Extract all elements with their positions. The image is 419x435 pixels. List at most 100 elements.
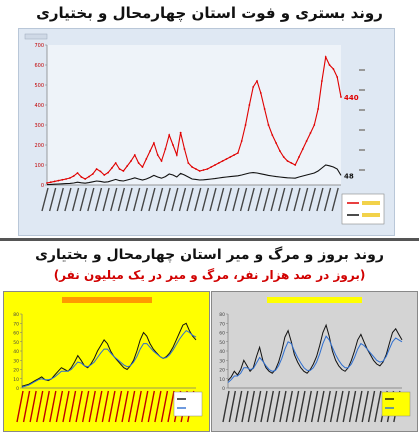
x-tick-label <box>291 390 300 423</box>
data-point <box>279 150 281 152</box>
data-point <box>313 124 316 126</box>
y-tick-label: 40 <box>13 349 19 355</box>
x-tick-label <box>49 390 57 423</box>
legend-entry <box>362 201 380 205</box>
data-point <box>126 165 129 167</box>
x-tick-label <box>367 390 376 423</box>
plot-area <box>228 314 402 388</box>
y-tick-label: 0 <box>222 386 225 392</box>
x-tick-label <box>308 187 316 212</box>
y-tick-label: 40 <box>219 349 225 355</box>
x-tick-label <box>224 187 232 212</box>
x-tick-label <box>81 390 90 423</box>
x-tick-label <box>304 390 312 423</box>
x-tick-label <box>222 390 230 423</box>
x-tick-label <box>272 390 281 423</box>
data-point <box>141 166 144 168</box>
x-tick-label <box>374 390 382 423</box>
y-tick-label: 30 <box>13 358 19 364</box>
data-point <box>290 162 293 164</box>
hospitalization-death-chart: 0 100 200 300 400 500 600 700 440 48 <box>24 33 385 225</box>
x-tick-label <box>239 187 248 212</box>
x-tick-label <box>285 390 293 423</box>
data-point <box>225 158 228 160</box>
data-point <box>49 181 52 184</box>
x-tick-label <box>255 187 263 212</box>
data-point <box>271 134 274 136</box>
data-point <box>118 168 121 170</box>
y-tick-label: 50 <box>13 340 19 346</box>
data-point <box>183 148 186 150</box>
y-tick-label: 500 <box>34 83 44 89</box>
data-point <box>168 134 171 136</box>
x-tick-label <box>342 390 350 423</box>
y-tick-label: 60 <box>219 331 225 337</box>
data-point <box>263 108 266 110</box>
x-tick-label <box>247 187 255 212</box>
data-point <box>217 162 220 164</box>
x-tick-label <box>171 187 179 212</box>
x-tick-label <box>279 390 287 423</box>
data-point <box>53 180 56 183</box>
x-tick-label <box>329 390 338 423</box>
legend <box>173 391 203 417</box>
secondary-axis-tick <box>359 89 365 91</box>
plot-area <box>47 45 341 185</box>
chart-header-stub <box>267 297 362 303</box>
x-tick-label <box>300 187 309 212</box>
x-tick-label <box>241 390 249 423</box>
data-point <box>69 177 71 179</box>
data-point <box>321 80 323 82</box>
y-tick-label: 0 <box>41 183 44 189</box>
x-tick-label <box>361 390 369 423</box>
data-point <box>172 144 174 146</box>
data-point <box>153 142 155 144</box>
y-tick-label: 10 <box>219 377 225 383</box>
x-tick-label <box>331 187 339 212</box>
data-point <box>133 154 136 156</box>
x-tick-label <box>110 187 118 212</box>
data-point <box>198 170 201 172</box>
data-point <box>267 124 270 126</box>
data-point <box>111 167 113 169</box>
data-point <box>88 175 90 178</box>
data-point <box>107 171 109 174</box>
x-tick-label <box>234 390 243 423</box>
data-point <box>195 168 197 170</box>
x-tick-label <box>186 187 194 212</box>
end-value-label: 440 <box>344 94 359 102</box>
data-point <box>324 56 327 58</box>
data-point <box>95 168 98 170</box>
y-tick-label: 50 <box>219 340 225 346</box>
data-point <box>145 158 148 160</box>
data-point <box>259 92 262 94</box>
data-point <box>179 131 182 134</box>
x-tick-label <box>285 187 294 212</box>
x-tick-label <box>22 390 31 423</box>
incidence-chart-panel-right: 0 10 20 30 40 50 60 70 80 <box>211 291 418 432</box>
x-tick-label <box>114 390 123 423</box>
incidence-chart-left: 0 10 20 30 40 50 60 70 80 <box>13 297 203 423</box>
y-tick-label: 300 <box>34 123 44 129</box>
data-point <box>61 178 64 181</box>
y-tick-label: 10 <box>13 377 19 383</box>
incidence-chart-panel-left: 0 10 20 30 40 50 60 70 80 <box>3 291 210 432</box>
legend-box <box>341 193 385 225</box>
chart-subtitle-bottom: (بروز در صد هزار نفر، مرگ و میر در یک می… <box>53 268 366 282</box>
data-point <box>175 154 178 156</box>
data-point <box>99 170 102 173</box>
x-tick-label <box>56 187 64 212</box>
chart-title-bottom: روند بروز و مرگ و میر استان چهارمحال و ب… <box>35 247 384 263</box>
data-point <box>103 174 106 176</box>
x-tick-label <box>125 187 133 212</box>
x-tick-label <box>79 187 87 212</box>
x-tick-label <box>140 187 148 212</box>
x-tick-label <box>68 390 77 423</box>
data-point <box>221 160 224 162</box>
data-point <box>214 164 216 166</box>
data-point <box>244 124 247 126</box>
x-tick-label <box>355 390 363 423</box>
x-tick-label <box>228 390 237 423</box>
secondary-axis-tick <box>359 69 365 71</box>
y-tick-label: 400 <box>34 103 44 109</box>
